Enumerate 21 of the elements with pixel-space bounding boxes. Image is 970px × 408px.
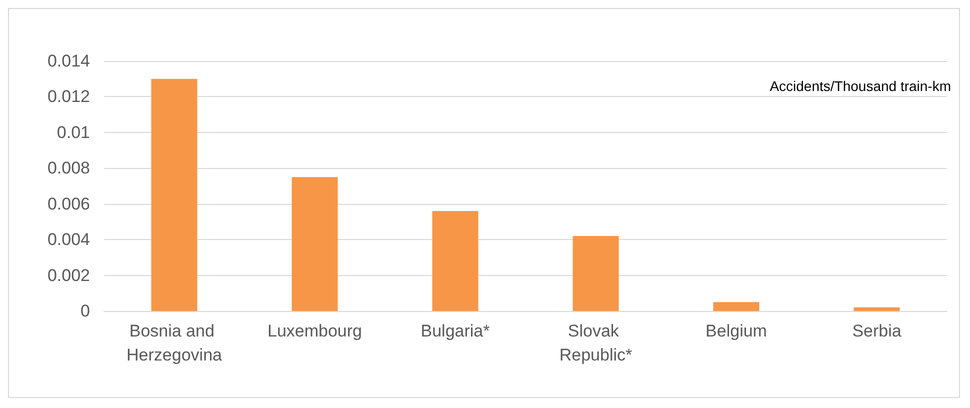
x-tick-label: Belgium bbox=[706, 322, 767, 340]
bar bbox=[432, 211, 478, 311]
x-tick-label: Bosnia and Herzegovina bbox=[126, 322, 223, 364]
annotation: Accidents/Thousand train-km bbox=[770, 78, 952, 94]
y-tick-label: 0.006 bbox=[47, 194, 90, 214]
x-tick-label: Serbia bbox=[852, 322, 902, 340]
x-tick-label: Luxembourg bbox=[267, 322, 362, 340]
bar bbox=[713, 302, 760, 311]
bar bbox=[292, 177, 338, 311]
bar bbox=[572, 236, 619, 311]
bar bbox=[151, 78, 198, 311]
x-tick-label: Bulgaria* bbox=[420, 322, 490, 340]
y-tick-label: 0 bbox=[80, 302, 90, 320]
y-tick-label: 0.012 bbox=[47, 87, 90, 106]
y-tick-label: 0.01 bbox=[56, 122, 90, 142]
y-tick-label: 0.008 bbox=[47, 158, 90, 178]
x-tick-label: Slovak Republic* bbox=[559, 322, 633, 364]
y-tick-label: 0.004 bbox=[47, 230, 90, 250]
y-tick-label: 0.002 bbox=[47, 266, 90, 285]
y-tick-label: 0.014 bbox=[47, 52, 90, 70]
bar bbox=[854, 307, 900, 311]
